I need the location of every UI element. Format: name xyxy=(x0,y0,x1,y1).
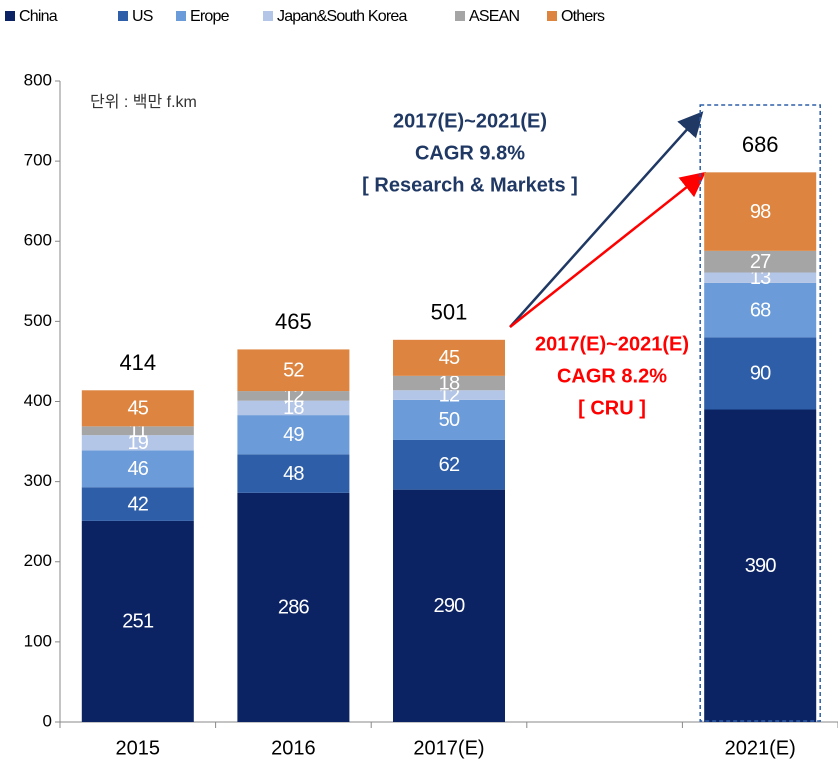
unit-note: 단위 : 백만 f.km xyxy=(90,93,197,111)
legend-label: US xyxy=(132,8,153,25)
bar-segment xyxy=(393,489,505,722)
y-tick-label: 700 xyxy=(24,151,52,170)
segment-label: 49 xyxy=(283,424,304,446)
total-label: 414 xyxy=(119,350,156,375)
bar-segment xyxy=(237,400,350,416)
segment-label: 251 xyxy=(122,611,154,633)
segment-label: 18 xyxy=(283,397,304,419)
segment-label: 98 xyxy=(750,201,771,223)
bar-segment xyxy=(393,339,505,376)
legend-label: Others xyxy=(561,8,605,25)
annotation: 2017(E)~2021(E) xyxy=(535,333,689,355)
segment-label: 42 xyxy=(127,493,148,515)
legend-label: ASEAN xyxy=(469,8,519,25)
bar-segment xyxy=(237,415,350,455)
segment-label: 390 xyxy=(745,555,777,577)
segment-label: 50 xyxy=(439,409,460,431)
bar-segment xyxy=(237,492,350,722)
bar-segment xyxy=(393,439,505,490)
bar-segment xyxy=(237,349,350,392)
annotation: CAGR 8.2% xyxy=(557,365,667,387)
segment-label: 45 xyxy=(439,347,460,369)
bar-segment xyxy=(81,426,194,436)
bar-segment xyxy=(704,409,817,722)
y-tick-label: 0 xyxy=(43,711,52,730)
bar-segment xyxy=(704,282,817,338)
x-tick-label: 2021(E) xyxy=(725,737,796,759)
segment-label: 52 xyxy=(283,360,304,382)
highlight-box xyxy=(699,104,821,722)
legend-label: Erope xyxy=(190,8,230,25)
legend-swatch xyxy=(118,11,128,21)
bar-segment xyxy=(393,390,505,400)
y-tick-label: 300 xyxy=(24,471,52,490)
bar-segment xyxy=(704,172,817,251)
annotation: 2017(E)~2021(E) xyxy=(393,110,547,132)
legend-label: China xyxy=(19,8,58,25)
segment-label: 45 xyxy=(127,398,148,420)
bar-segment xyxy=(81,435,194,451)
segment-label: 68 xyxy=(750,299,771,321)
y-tick-label: 200 xyxy=(24,551,52,570)
segment-label: 290 xyxy=(434,595,466,617)
segment-label: 27 xyxy=(750,251,771,273)
bar-segment xyxy=(81,450,194,488)
bar-segment xyxy=(393,399,505,440)
annotation: [ Research & Markets ] xyxy=(362,174,578,196)
y-tick-label: 800 xyxy=(24,70,52,89)
segment-label: 48 xyxy=(283,463,304,485)
y-tick-label: 100 xyxy=(24,631,52,650)
segment-label: 90 xyxy=(750,363,771,385)
segment-label: 46 xyxy=(127,458,148,480)
bar-segment xyxy=(704,272,817,283)
total-label: 686 xyxy=(742,132,779,157)
annotation: [ CRU ] xyxy=(578,397,646,419)
bar-segment xyxy=(237,454,350,493)
legend-swatch xyxy=(263,11,273,21)
segment-label: 62 xyxy=(439,454,460,476)
legend-swatch xyxy=(176,11,186,21)
y-tick-label: 600 xyxy=(24,231,52,250)
segment-label: 286 xyxy=(278,597,310,619)
segment-label: 19 xyxy=(127,432,148,454)
bar-segment xyxy=(81,520,194,722)
arrow xyxy=(509,171,706,328)
y-tick-label: 400 xyxy=(24,391,52,410)
legend-label: Japan&South Korea xyxy=(277,8,408,25)
x-tick-label: 2016 xyxy=(271,737,316,759)
segment-label: 18 xyxy=(439,372,460,394)
bar-segment xyxy=(237,391,350,401)
bar-segment xyxy=(81,487,194,521)
bar-segment xyxy=(393,375,505,391)
annotation: CAGR 9.8% xyxy=(415,142,525,164)
legend-swatch xyxy=(5,11,15,21)
bar-segment xyxy=(704,250,817,273)
arrow xyxy=(509,111,704,328)
legend-swatch xyxy=(547,11,557,21)
x-tick-label: 2015 xyxy=(116,737,161,759)
total-label: 501 xyxy=(431,300,468,325)
total-label: 465 xyxy=(275,309,312,334)
x-tick-label: 2017(E) xyxy=(413,737,484,759)
bar-segment xyxy=(704,337,817,410)
y-tick-label: 500 xyxy=(24,311,52,330)
bar-segment xyxy=(81,390,194,427)
legend-swatch xyxy=(455,11,465,21)
